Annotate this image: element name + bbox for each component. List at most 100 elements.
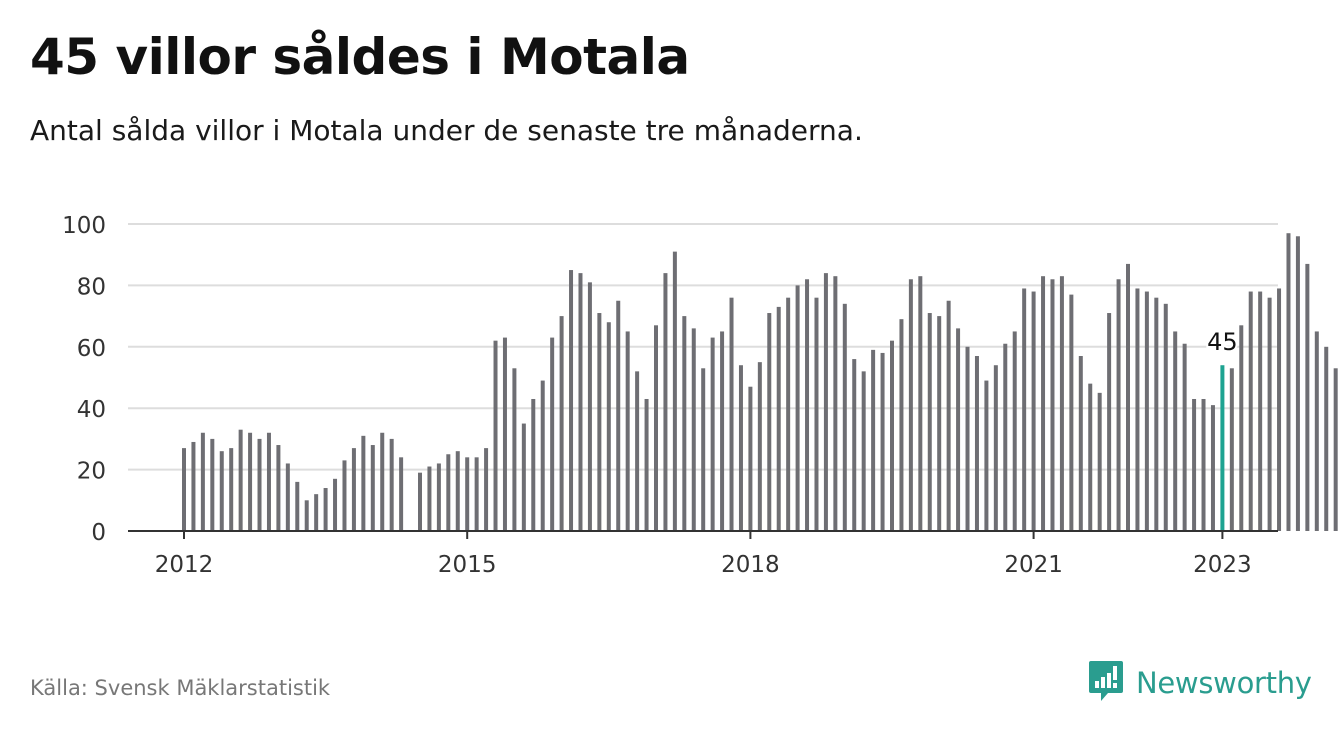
bar bbox=[880, 352, 885, 531]
bar bbox=[1286, 233, 1291, 531]
bar bbox=[361, 435, 366, 531]
x-axis-ticks: 2012 2015 2018 2021 2023 bbox=[155, 531, 1252, 578]
bar bbox=[550, 337, 555, 531]
bar bbox=[399, 457, 404, 531]
bar bbox=[682, 316, 687, 531]
bar bbox=[314, 494, 319, 531]
bar bbox=[625, 331, 630, 531]
bar bbox=[1135, 288, 1140, 531]
bar bbox=[493, 340, 498, 531]
y-tick-label: 80 bbox=[77, 274, 106, 300]
bar bbox=[333, 478, 338, 531]
bar bbox=[389, 438, 394, 531]
bar bbox=[1088, 383, 1093, 531]
bar bbox=[1192, 398, 1197, 531]
x-tick-label: 2012 bbox=[155, 552, 214, 578]
bar bbox=[474, 457, 479, 531]
chart-title: 45 villor såldes i Motala bbox=[30, 28, 690, 86]
bar bbox=[956, 328, 961, 531]
bar bbox=[1126, 263, 1130, 531]
bar bbox=[1305, 263, 1310, 531]
bar bbox=[899, 319, 904, 531]
bar bbox=[578, 273, 583, 531]
bar bbox=[1258, 291, 1263, 531]
bar bbox=[805, 279, 810, 531]
bar bbox=[748, 386, 753, 531]
brand-logo[interactable]: Newsworthy bbox=[1088, 660, 1312, 706]
bar bbox=[200, 432, 205, 531]
bar bbox=[219, 451, 224, 531]
bar bbox=[587, 282, 592, 531]
bar bbox=[606, 322, 611, 531]
bar bbox=[1078, 356, 1083, 531]
y-tick-label: 20 bbox=[77, 459, 106, 485]
bar bbox=[767, 313, 772, 531]
bar bbox=[644, 398, 649, 531]
bar bbox=[616, 300, 621, 531]
bar bbox=[1267, 297, 1272, 531]
x-tick-label: 2023 bbox=[1193, 552, 1252, 578]
bar bbox=[738, 365, 743, 531]
highlight-value-label: 45 bbox=[1207, 328, 1238, 356]
brand-name: Newsworthy bbox=[1136, 666, 1312, 700]
bar bbox=[465, 457, 470, 531]
bar bbox=[918, 276, 923, 531]
bar bbox=[757, 362, 762, 531]
bar bbox=[842, 303, 847, 531]
bar bbox=[814, 297, 819, 531]
bar bbox=[786, 297, 791, 531]
source-note: Källa: Svensk Mäklarstatistik bbox=[30, 676, 331, 700]
x-tick-label: 2021 bbox=[1004, 552, 1063, 578]
bar bbox=[946, 300, 951, 531]
bar bbox=[1003, 343, 1008, 531]
bar-highlight bbox=[1220, 365, 1225, 531]
bar bbox=[1097, 392, 1102, 531]
bar bbox=[1031, 291, 1036, 531]
bar bbox=[540, 380, 545, 531]
newsworthy-logo-icon bbox=[1088, 660, 1124, 706]
bar bbox=[701, 368, 706, 531]
bar bbox=[1144, 291, 1149, 531]
y-axis-ticks: 0 20 40 60 80 100 bbox=[62, 213, 106, 546]
bar bbox=[1012, 331, 1017, 531]
bar bbox=[512, 368, 517, 531]
bar bbox=[974, 356, 979, 531]
bar bbox=[285, 463, 290, 531]
bar bbox=[427, 466, 432, 531]
bar bbox=[1173, 331, 1178, 531]
bar bbox=[1324, 346, 1329, 531]
bar bbox=[965, 346, 970, 531]
bar bbox=[295, 481, 300, 531]
bar bbox=[455, 451, 460, 531]
bar bbox=[276, 445, 281, 531]
bar bbox=[380, 432, 385, 531]
bar bbox=[323, 488, 328, 531]
bar bbox=[984, 380, 989, 531]
bar bbox=[710, 337, 715, 531]
bar bbox=[635, 371, 640, 531]
bar bbox=[1277, 288, 1282, 531]
bar bbox=[852, 359, 857, 531]
bar bbox=[927, 313, 932, 531]
bar bbox=[833, 276, 838, 531]
bar bbox=[1059, 276, 1064, 531]
bar bbox=[654, 325, 658, 531]
bar bbox=[342, 460, 347, 531]
bar bbox=[1107, 313, 1112, 531]
bar bbox=[890, 340, 894, 531]
bar bbox=[191, 441, 196, 531]
bar bbox=[597, 313, 602, 531]
bar bbox=[446, 454, 451, 531]
bar bbox=[861, 371, 866, 531]
bar bbox=[531, 398, 536, 531]
bar bbox=[559, 316, 564, 531]
bar bbox=[266, 432, 271, 531]
bar bbox=[502, 337, 507, 531]
x-tick-label: 2018 bbox=[721, 552, 780, 578]
bar bbox=[257, 438, 262, 531]
bar bbox=[776, 306, 781, 531]
bar bbox=[691, 328, 696, 531]
chart-subtitle: Antal sålda villor i Motala under de sen… bbox=[30, 114, 863, 147]
bar bbox=[720, 331, 725, 531]
bar bbox=[436, 463, 441, 531]
